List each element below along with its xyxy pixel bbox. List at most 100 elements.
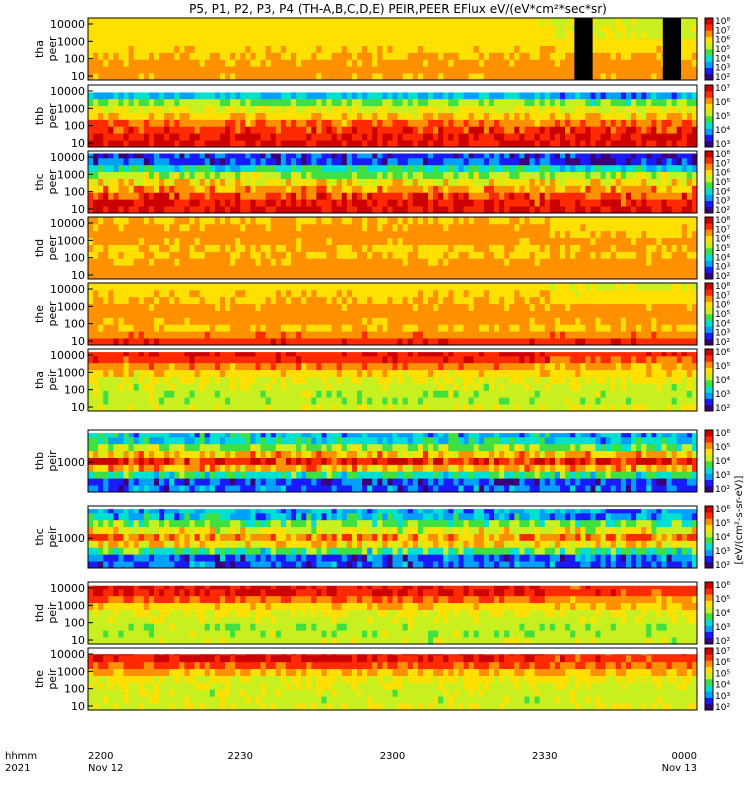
heatmap-cell [671, 157, 678, 166]
heatmap-cell [240, 171, 246, 179]
heatmap-cell [351, 157, 358, 166]
heatmap-cell [169, 206, 175, 214]
heatmap-cell [661, 112, 667, 120]
heatmap-cell [483, 192, 490, 200]
heatmap-cell [103, 91, 109, 100]
heatmap-cell [625, 244, 632, 252]
heatmap-cell [240, 230, 246, 239]
heatmap-cell [397, 178, 404, 186]
heatmap-cell [499, 31, 505, 40]
heatmap-cell [306, 331, 312, 339]
heatmap-cell [341, 199, 348, 207]
heatmap-cell [615, 237, 622, 245]
heatmap-cell [108, 185, 114, 193]
heatmap-cell [336, 324, 343, 332]
heatmap-cell [651, 338, 657, 346]
heatmap-cell [646, 59, 652, 67]
heatmap-cell [194, 133, 201, 141]
heatmap-cell [260, 151, 267, 159]
heatmap-cell [585, 317, 591, 325]
heatmap-cell [255, 171, 261, 179]
heatmap-cell [341, 331, 348, 339]
heatmap-cell [199, 331, 206, 339]
heatmap-cell [93, 98, 99, 107]
heatmap-cell [219, 230, 226, 239]
heatmap-cell [691, 52, 698, 60]
heatmap-cell [681, 324, 688, 332]
heatmap-cell [595, 206, 601, 214]
heatmap-cell [443, 251, 449, 259]
heatmap-cell [250, 324, 256, 332]
heatmap-cell [387, 112, 393, 120]
heatmap-cell [326, 310, 332, 318]
heatmap-cell [275, 192, 282, 200]
heatmap-cell [605, 192, 612, 200]
heatmap-cell [346, 230, 353, 239]
heatmap-cell [529, 237, 536, 245]
heatmap-cell [580, 192, 586, 200]
heatmap-cell [93, 24, 99, 33]
heatmap-cell [620, 237, 627, 245]
heatmap-cell [428, 258, 434, 266]
heatmap-cell [412, 112, 419, 120]
heatmap-cell [291, 24, 297, 33]
heatmap-cell [240, 52, 246, 60]
heatmap-cell [559, 217, 566, 225]
heatmap-cell [625, 237, 632, 245]
heatmap-cell [382, 59, 388, 67]
heatmap-cell [453, 151, 459, 159]
heatmap-cell [306, 112, 312, 120]
heatmap-cell [346, 237, 353, 245]
heatmap-cell [189, 217, 195, 225]
heatmap-cell [681, 338, 688, 346]
heatmap-cell [285, 119, 292, 127]
heatmap-cell [534, 244, 541, 252]
heatmap-cell [620, 112, 627, 120]
heatmap-cell [255, 91, 261, 100]
heatmap-cell [544, 192, 551, 200]
heatmap-cell [529, 66, 536, 74]
heatmap-cell [260, 258, 267, 266]
heatmap-cell [88, 338, 94, 346]
heatmap-cell [280, 244, 287, 252]
heatmap-cell [458, 199, 464, 207]
heatmap-cell [407, 98, 414, 107]
heatmap-cell [433, 178, 439, 186]
heatmap-cell [331, 223, 338, 232]
heatmap-cell [113, 164, 119, 173]
heatmap-cell [143, 31, 150, 40]
heatmap-cell [402, 265, 409, 273]
heatmap-cell [402, 251, 409, 259]
heatmap-cell [311, 45, 317, 53]
heatmap-cell [169, 38, 175, 46]
heatmap-cell [402, 59, 409, 67]
heatmap-cell [570, 105, 576, 113]
heatmap-cell [453, 24, 459, 33]
heatmap-cell [417, 73, 424, 81]
heatmap-cell [483, 91, 490, 100]
heatmap-cell [488, 164, 495, 173]
heatmap-cell [377, 251, 383, 259]
heatmap-cell [636, 265, 642, 273]
heatmap-cell [275, 317, 282, 325]
heatmap-cell [306, 217, 312, 225]
heatmap-cell [504, 91, 510, 100]
heatmap-cell [666, 119, 673, 127]
heatmap-cell [214, 331, 221, 339]
heatmap-cell [488, 18, 495, 26]
heatmap-cell [407, 230, 414, 239]
heatmap-cell [341, 151, 348, 159]
heatmap-cell [585, 105, 591, 113]
heatmap-cell [377, 244, 383, 252]
heatmap-cell [681, 223, 688, 232]
heatmap-cell [245, 230, 251, 239]
heatmap-cell [199, 206, 206, 214]
heatmap-cell [473, 66, 480, 74]
heatmap-cell [316, 24, 322, 33]
heatmap-cell [230, 45, 236, 53]
heatmap-cell [250, 126, 256, 134]
heatmap-cell [184, 310, 190, 318]
heatmap-cell [468, 331, 475, 339]
heatmap-cell [656, 217, 662, 225]
heatmap-cell [296, 199, 302, 207]
